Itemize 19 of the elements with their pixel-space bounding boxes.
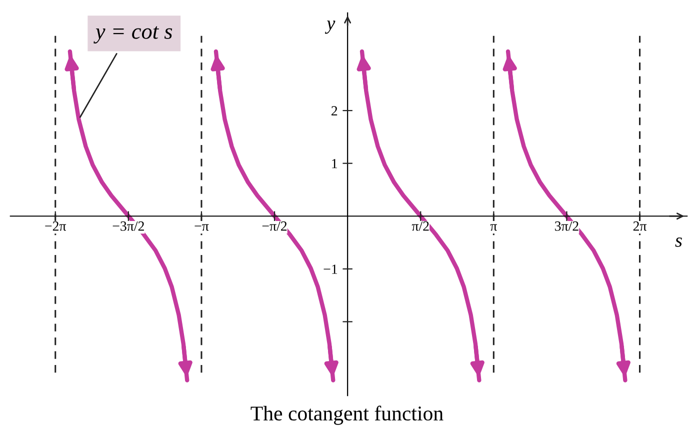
x-tick-label: 2π xyxy=(633,221,647,231)
annotation: y = cot s xyxy=(94,26,172,44)
x-tick-label: 3π/2 xyxy=(555,221,578,231)
line-series xyxy=(214,49,336,382)
y-tick-label: −1 xyxy=(324,264,338,274)
line-series xyxy=(68,49,190,382)
x-tick-label: −3π/2 xyxy=(112,221,144,231)
x-tick-label: π/2 xyxy=(412,221,429,231)
x-tick-label: π xyxy=(490,224,497,231)
y-axis-title: y xyxy=(324,20,336,34)
y-tick-label: 1 xyxy=(332,158,338,168)
line-series xyxy=(506,49,628,382)
x-tick-label: −π/2 xyxy=(262,221,287,231)
text: The cotangent function xyxy=(250,406,444,425)
x-axis-title: s xyxy=(675,238,682,247)
x-tick-label: −2π xyxy=(45,221,66,231)
x-tick-label: −π xyxy=(194,224,209,231)
line-series xyxy=(360,49,482,382)
y-tick-label: 2 xyxy=(332,106,338,116)
